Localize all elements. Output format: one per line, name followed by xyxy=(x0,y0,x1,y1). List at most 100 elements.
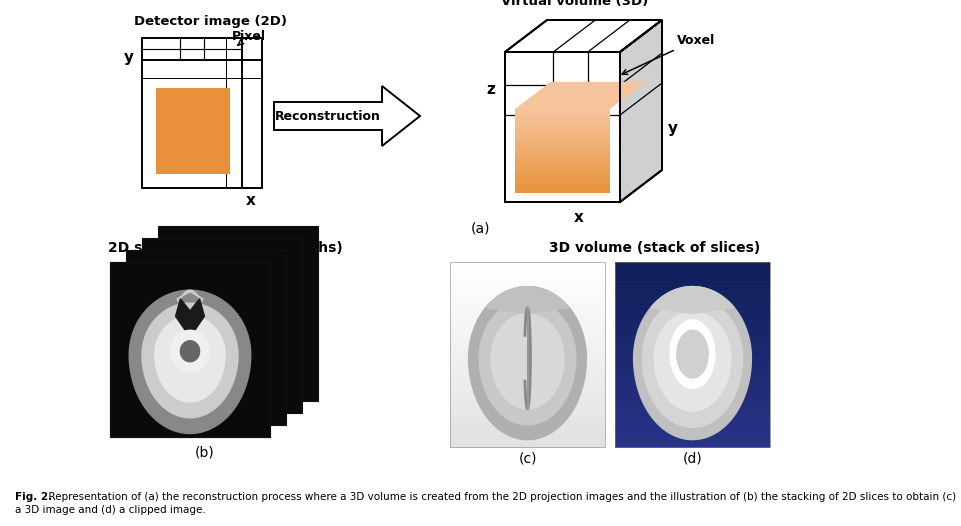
Bar xyxy=(615,271,770,277)
Text: x: x xyxy=(574,210,583,225)
Bar xyxy=(450,318,605,325)
Bar xyxy=(142,238,302,413)
Polygon shape xyxy=(225,254,251,267)
Bar xyxy=(515,179,610,185)
Text: 3D volume (stack of slices): 3D volume (stack of slices) xyxy=(550,241,760,255)
Polygon shape xyxy=(171,277,273,404)
Bar xyxy=(515,117,610,123)
Bar xyxy=(615,299,770,305)
Bar xyxy=(615,387,770,392)
Bar xyxy=(615,327,770,332)
Bar xyxy=(515,130,610,135)
Bar xyxy=(450,379,605,386)
Bar xyxy=(515,142,610,147)
Bar xyxy=(515,167,610,172)
Bar xyxy=(615,345,770,351)
Text: z: z xyxy=(486,82,495,97)
Bar xyxy=(615,285,770,291)
Bar xyxy=(450,434,605,442)
Bar xyxy=(515,146,610,151)
Bar xyxy=(615,429,770,434)
Bar xyxy=(615,396,770,402)
Polygon shape xyxy=(643,297,743,428)
Bar xyxy=(515,113,610,118)
Bar xyxy=(450,398,605,405)
Text: Reconstruction: Reconstruction xyxy=(275,109,381,123)
Polygon shape xyxy=(129,290,251,433)
Bar xyxy=(515,138,610,143)
Bar xyxy=(615,267,770,272)
Polygon shape xyxy=(177,254,299,398)
Bar xyxy=(615,276,770,281)
Polygon shape xyxy=(203,280,273,366)
Polygon shape xyxy=(486,287,569,313)
Bar xyxy=(450,336,605,343)
Polygon shape xyxy=(186,294,258,383)
Text: 2D slice images (radiographs): 2D slice images (radiographs) xyxy=(108,241,342,255)
Bar xyxy=(615,378,770,383)
Polygon shape xyxy=(654,311,730,411)
Bar xyxy=(615,424,770,430)
Bar xyxy=(615,410,770,416)
Bar xyxy=(450,348,605,356)
Bar xyxy=(615,350,770,356)
Bar xyxy=(615,313,770,319)
Polygon shape xyxy=(171,306,241,395)
Bar xyxy=(615,322,770,328)
Polygon shape xyxy=(139,301,241,428)
Polygon shape xyxy=(142,303,238,418)
Polygon shape xyxy=(491,314,564,409)
Bar xyxy=(515,122,610,127)
Text: a 3D image and (d) a clipped image.: a 3D image and (d) a clipped image. xyxy=(15,505,206,515)
Text: y: y xyxy=(668,120,678,136)
Text: (c): (c) xyxy=(518,452,537,466)
Bar xyxy=(615,419,770,425)
Text: Voxel: Voxel xyxy=(622,34,715,74)
Bar xyxy=(450,268,605,275)
Text: (b): (b) xyxy=(194,445,214,459)
Polygon shape xyxy=(177,290,203,302)
Bar xyxy=(450,386,605,392)
Bar xyxy=(615,442,770,448)
Polygon shape xyxy=(670,320,715,388)
Bar xyxy=(615,359,770,365)
Bar xyxy=(515,126,610,131)
Polygon shape xyxy=(505,20,662,52)
Bar xyxy=(615,290,770,296)
Bar xyxy=(450,280,605,288)
Bar xyxy=(615,406,770,411)
Polygon shape xyxy=(633,287,752,440)
Bar xyxy=(515,159,610,164)
Bar xyxy=(450,373,605,380)
Bar xyxy=(505,52,620,202)
Bar xyxy=(515,175,610,180)
Bar xyxy=(156,88,230,174)
Polygon shape xyxy=(274,86,420,146)
Bar xyxy=(615,341,770,346)
Bar xyxy=(450,262,605,447)
Bar xyxy=(450,410,605,417)
Text: Pixel: Pixel xyxy=(232,29,266,45)
Bar xyxy=(126,250,286,425)
Bar xyxy=(615,373,770,379)
Text: Representation of (a) the reconstruction process where a 3D volume is created fr: Representation of (a) the reconstruction… xyxy=(42,492,956,502)
Bar xyxy=(615,382,770,388)
Bar xyxy=(515,188,610,193)
Bar xyxy=(615,304,770,309)
Bar xyxy=(450,305,605,312)
Bar xyxy=(515,134,610,139)
Bar xyxy=(515,184,610,189)
Bar xyxy=(450,342,605,349)
Bar xyxy=(615,336,770,341)
Polygon shape xyxy=(229,305,248,326)
Bar xyxy=(450,287,605,294)
Bar xyxy=(615,401,770,407)
Bar xyxy=(615,368,770,374)
Bar xyxy=(450,323,605,331)
Bar xyxy=(450,275,605,281)
Text: Virtual volume (3D): Virtual volume (3D) xyxy=(502,0,649,8)
Text: Detector image (2D): Detector image (2D) xyxy=(134,15,286,28)
Bar xyxy=(450,441,605,448)
Text: Fig. 2.: Fig. 2. xyxy=(15,492,52,502)
Text: y: y xyxy=(124,50,134,65)
